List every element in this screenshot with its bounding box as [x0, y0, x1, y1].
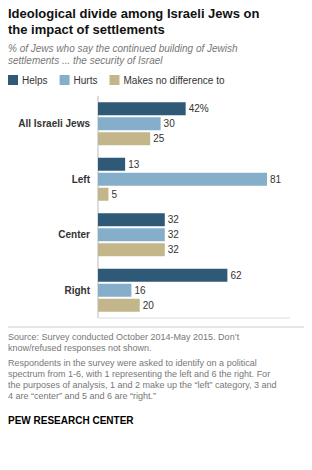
category-label: Center [58, 229, 90, 240]
legend-swatch [109, 75, 119, 85]
legend: Helps Hurts Makes no difference to [8, 75, 225, 86]
bar [98, 102, 186, 115]
category-label: Right [64, 285, 90, 296]
legend-label: Hurts [74, 75, 98, 86]
bar [98, 269, 227, 282]
data-label: 20 [143, 300, 155, 311]
credit: PEW RESEARCH CENTER [8, 415, 134, 426]
data-label: 32 [168, 244, 180, 255]
data-label: 13 [128, 159, 140, 170]
title: Ideological divide among Israeli Jews on… [8, 6, 259, 37]
data-label: 25 [153, 133, 165, 144]
note: Source: Survey conducted October 2014-Ma… [8, 332, 240, 353]
text-line: PEW RESEARCH CENTER [8, 415, 134, 426]
bar [98, 132, 150, 145]
legend-swatch [60, 75, 70, 85]
text-line: settlements ... the security of Israel [8, 55, 163, 66]
subtitle: % of Jews who say the continued building… [8, 43, 238, 66]
text-line: know/refused responses not shown. [8, 343, 152, 353]
bar [98, 188, 108, 201]
data-label: 32 [168, 229, 180, 240]
category-labels: All Israeli Jews Left Center Right [18, 118, 90, 296]
bar [98, 284, 131, 297]
text-line: 4 are “center” and 5 and 6 are “right.” [8, 391, 156, 401]
category-label: All Israeli Jews [18, 118, 90, 129]
data-label: 81 [270, 174, 282, 185]
data-label: 16 [134, 285, 146, 296]
legend-swatch [8, 75, 18, 85]
text-line: the purposes of analysis, 1 and 2 make u… [8, 380, 277, 390]
text-line: % of Jews who say the continued building… [8, 43, 238, 54]
data-label: 5 [111, 189, 117, 200]
data-labels: 42% 30 25 13 81 5 32 32 32 62 16 20 [111, 103, 281, 311]
text-line: spectrum from 1-6, with 1 representing t… [8, 369, 270, 379]
chart-root: Ideological divide among Israeli Jews on… [0, 0, 312, 470]
text-line: the impact of settlements [8, 22, 165, 37]
text-line: Ideological divide among Israeli Jews on [8, 6, 259, 21]
data-label: 42% [189, 103, 209, 114]
bar [98, 228, 165, 241]
bar [98, 299, 140, 312]
bar [98, 243, 165, 256]
data-label: 30 [164, 118, 176, 129]
bar [98, 213, 165, 226]
category-label: Left [72, 174, 91, 185]
text-line: Source: Survey conducted October 2014-Ma… [8, 332, 240, 342]
bar [98, 117, 161, 130]
legend-label: Makes no difference to [123, 75, 224, 86]
data-label: 62 [230, 270, 242, 281]
legend-label: Helps [22, 75, 48, 86]
bar [98, 173, 267, 186]
note: Respondents in the survey were asked to … [8, 358, 277, 401]
bars [98, 102, 267, 312]
axis-line [98, 318, 290, 319]
axis [98, 96, 290, 318]
data-label: 32 [168, 214, 180, 225]
bar [98, 158, 125, 171]
separator [8, 327, 304, 328]
text-line: Respondents in the survey were asked to … [8, 358, 257, 368]
